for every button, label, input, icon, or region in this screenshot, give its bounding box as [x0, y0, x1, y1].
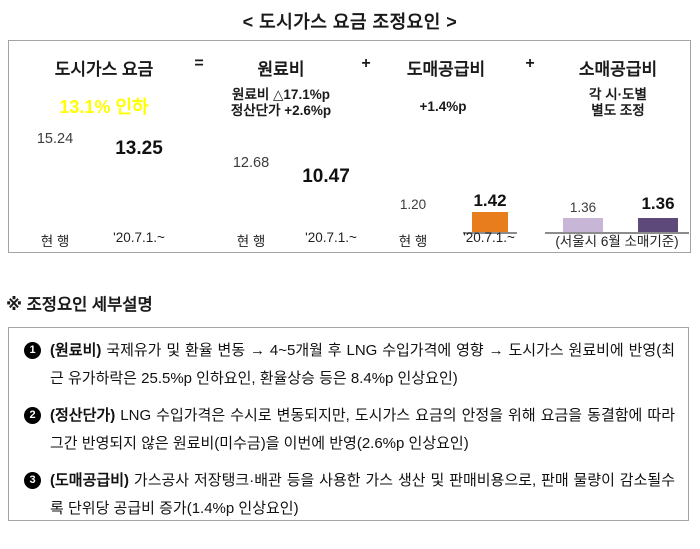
value-citygas-new: 13.25 — [115, 138, 163, 159]
column-label-citygas-fee: 도시가스 요금 — [54, 60, 154, 79]
retail-note: 각 시·도별 별도 조정 — [589, 87, 647, 119]
axis-baseline-wholesale — [463, 232, 517, 234]
column-label-raw-material: 원료비 — [257, 60, 305, 79]
raw-material-note-line2: 정산단가 +2.6%p — [230, 103, 332, 118]
column-label-wholesale: 도매공급비 — [406, 60, 486, 79]
equals-operator: = — [194, 55, 204, 72]
cat-rawmat-current: 현 행 — [236, 234, 266, 249]
detail-item-wholesale: 3 (도매공급비) 가스공사 저장탱크·배관 등을 사용한 가스 생산 및 판매비… — [22, 467, 675, 522]
axis-baseline-retail — [545, 232, 689, 234]
retail-note-line2: 별도 조정 — [591, 103, 645, 118]
citygas-change-note: 13.1% 인하 — [59, 97, 149, 117]
circled-number-2-icon: 2 — [24, 407, 41, 424]
detail-text: 국제유가 및 환율 변동 → 4~5개월 후 LNG 수입가격에 영향 → 도시… — [50, 342, 675, 387]
bar-retail-current — [563, 218, 603, 232]
plus-operator-2: + — [525, 55, 535, 72]
column-label-retail: 소매공급비 — [578, 60, 658, 79]
detail-item-raw-material: 1 (원료비) 국제유가 및 환율 변동 → 4~5개월 후 LNG 수입가격에 … — [22, 337, 675, 392]
value-retail-new: 1.36 — [641, 194, 675, 213]
adjustment-factors-chart: 도시가스 요금 = 원료비 + 도매공급비 + 소매공급비 13.1% 인하 원… — [8, 40, 691, 253]
retail-note-line1: 각 시·도별 — [589, 87, 647, 102]
value-retail-current: 1.36 — [569, 200, 597, 215]
bar-retail-new — [638, 218, 678, 232]
bar-wholesale-new — [472, 212, 508, 232]
cat-rawmat-new: '20.7.1.~ — [305, 230, 357, 245]
details-box: 1 (원료비) 국제유가 및 환율 변동 → 4~5개월 후 LNG 수입가격에 … — [8, 327, 689, 521]
page-title: < 도시가스 요금 조정요인 > — [242, 12, 458, 32]
plus-operator-1: + — [361, 55, 371, 72]
circled-number-3-icon: 3 — [24, 472, 41, 489]
value-citygas-current: 15.24 — [36, 131, 74, 147]
wholesale-note: +1.4%p — [419, 99, 467, 114]
circled-number-1-icon: 1 — [24, 342, 41, 359]
cat-retail-caption: (서울시 6월 소매기준) — [555, 234, 679, 249]
cat-wholesale-new: '20.7.1.~ — [463, 230, 515, 245]
detail-text: 가스공사 저장탱크·배관 등을 사용한 가스 생산 및 판매비용으로, 판매 물… — [50, 472, 676, 517]
cat-wholesale-current: 현 행 — [398, 234, 428, 249]
cat-citygas-new: '20.7.1.~ — [113, 230, 165, 245]
value-rawmat-current: 12.68 — [232, 155, 270, 171]
cat-citygas-current: 현 행 — [40, 234, 70, 249]
value-wholesale-new: 1.42 — [473, 191, 507, 210]
value-rawmat-new: 10.47 — [302, 166, 350, 187]
detail-term: (원료비) — [50, 342, 102, 359]
raw-material-note: 원료비 △17.1%p 정산단가 +2.6%p — [231, 87, 331, 119]
detail-term: (도매공급비) — [50, 472, 129, 489]
detail-term: (정산단가) — [50, 407, 116, 424]
details-heading: ※ 조정요인 세부설명 — [6, 296, 153, 314]
raw-material-note-line1: 원료비 △17.1%p — [232, 87, 330, 102]
value-wholesale-current: 1.20 — [399, 197, 427, 212]
detail-text: LNG 수입가격은 수시로 변동되지만, 도시가스 요금의 안정을 위해 요금을… — [50, 407, 676, 452]
detail-item-settlement: 2 (정산단가) LNG 수입가격은 수시로 변동되지만, 도시가스 요금의 안정… — [22, 402, 675, 457]
